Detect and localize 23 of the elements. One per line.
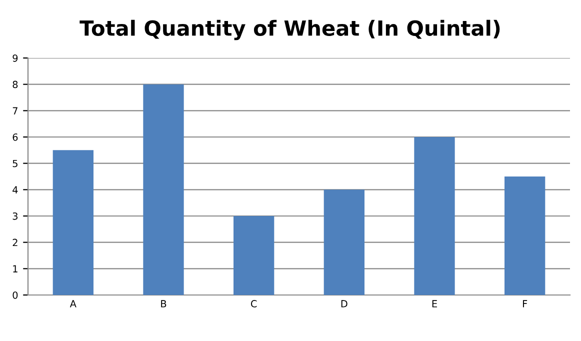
x-tick-label: C [250, 300, 257, 308]
y-tick-label: 7 [12, 107, 18, 114]
bar [143, 84, 184, 295]
bar [414, 137, 455, 295]
bar [324, 190, 364, 295]
bar [52, 150, 94, 295]
y-tick-label: 1 [13, 265, 18, 272]
x-tick-label: A [70, 300, 76, 308]
chart-title: Total Quantity of Wheat (In Quintal) [80, 20, 500, 40]
x-tick-label: F [522, 300, 528, 308]
y-tick-label: 8 [12, 80, 18, 88]
y-tick-label: 5 [12, 160, 18, 168]
bar [504, 176, 546, 295]
bar [234, 216, 274, 295]
y-tick-label: 2 [12, 238, 18, 246]
x-tick-label: D [341, 300, 348, 308]
y-tick-label: 9 [12, 54, 18, 62]
y-tick-label: 0 [12, 291, 18, 299]
x-tick-label: E [432, 300, 437, 308]
y-tick-label: 4 [12, 186, 18, 194]
y-tick-label: 3 [12, 212, 18, 220]
y-tick-label: 6 [12, 133, 18, 141]
x-tick-label: B [161, 300, 166, 308]
